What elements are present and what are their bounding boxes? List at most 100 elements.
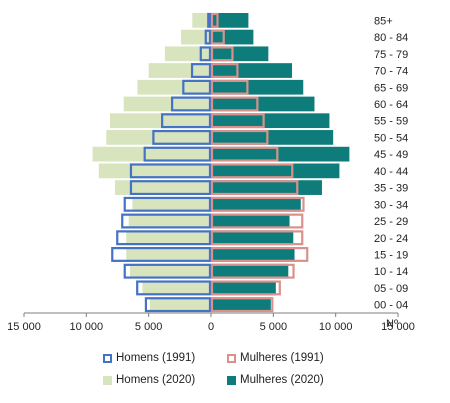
bar-homens-1991-40-44 [129,163,212,179]
bar-mulheres-2020-45-49 [211,146,350,162]
bar-homens-2020-15-19 [126,247,211,262]
x-tick-label: 15 000 [7,321,41,333]
bar-homens-2020-05-09 [142,280,211,296]
bar-mulheres-1991-70-74 [210,63,239,78]
bar-homens-1991-45-49 [143,146,212,162]
bar-mulheres-1991-15-19 [210,247,309,262]
bar-mulheres-1991-20-24 [210,230,304,246]
bar-mulheres-2020-55-59 [211,113,330,129]
y-tick-label: 15 - 19 [374,249,408,261]
bar-homens-2020-00-04 [149,297,211,312]
bar-mulheres-1991-50-54 [210,129,269,145]
bar-homens-2020-50-54 [106,130,211,145]
bar-homens-2020-75-79 [164,46,211,62]
bar-homens-1991-55-59 [161,113,212,129]
bar-mulheres-1991-00-04 [210,297,274,313]
bar-mulheres-2020-00-04 [211,297,271,312]
y-tick-label: 45 - 49 [374,149,408,161]
legend-label-homens-2020: Homens (2020) [116,374,196,386]
legend-item-mulheres-2020: Mulheres (2020) [227,374,324,386]
bar-mulheres-1991-35-39 [210,180,299,196]
bar-mulheres-2020-80-84 [211,29,254,45]
bar-mulheres-2020-70-74 [211,63,293,78]
bar-mulheres-2020-75-79 [211,46,269,62]
y-tick-label: 05 - 09 [374,283,408,295]
x-tick-labels: 15 000 10 000 5 000 0 5 000 10 000 15 000 [7,321,415,333]
bar-homens-1991-75-79 [199,46,212,62]
bar-homens-2020-40-44 [98,163,211,179]
y-tick-label: 80 - 84 [374,32,408,44]
bar-homens-1991-60-64 [171,96,212,112]
bar-homens-1991-20-24 [116,230,212,246]
bar-mulheres-2020-10-14 [211,263,289,279]
bar-homens-1991-85 [207,12,212,28]
legend-label-mulheres-1991: Mulheres (1991) [240,352,324,364]
bar-mulheres-2020-50-54 [211,130,334,145]
bar-mulheres-1991-05-09 [210,280,281,296]
axes-layer [23,312,399,317]
bar-homens-1991-05-09 [136,280,212,296]
y-tick-label: 65 - 69 [374,82,408,94]
bar-homens-2020-10-14 [129,263,211,279]
legend-item-homens-1991: Homens (1991) [103,352,195,364]
y-tick-label: 50 - 54 [374,132,408,144]
bar-mulheres-2020-20-24 [211,230,294,246]
bar-homens-1991-15-19 [111,247,212,262]
x-tick-label: 0 [208,321,214,333]
bar-mulheres-1991-55-59 [210,113,265,129]
legend-label-homens-1991: Homens (1991) [116,352,196,364]
bar-homens-2020-55-59 [110,113,211,129]
y-tick-label: 55 - 59 [374,116,408,128]
bar-mulheres-1991-25-29 [210,213,304,229]
bar-homens-1991-50-54 [152,129,212,145]
bar-mulheres-2020-35-39 [211,180,322,195]
y-tick-label: 60 - 64 [374,99,408,111]
bar-homens-1991-70-74 [190,63,212,78]
bar-homens-1991-35-39 [129,180,212,196]
bar-homens-1991-25-29 [121,213,212,229]
bar-mulheres-1991-65-69 [210,79,249,95]
y-tick-label: 40 - 44 [374,166,408,178]
bar-homens-2020-65-69 [137,79,211,95]
bar-mulheres-2020-30-34 [211,196,301,212]
bar-homens-2020-70-74 [148,63,211,78]
bar-mulheres-1991-45-49 [210,146,279,162]
bar-homens-2020-25-29 [128,213,211,229]
legend-swatch-mulheres-2020 [227,375,236,385]
y-tick-label: 25 - 29 [374,216,408,228]
x-tick-label: 5 000 [135,321,163,333]
bar-homens-2020-85 [192,13,211,28]
bar-mulheres-1991-75-79 [210,46,234,62]
bar-mulheres-2020-85 [211,13,249,28]
bar-mulheres-1991-30-34 [210,196,305,212]
bars-layer [92,12,350,313]
legend-swatch-mulheres-1991 [227,353,236,363]
bar-mulheres-2020-25-29 [211,213,290,229]
legend-swatch-homens-1991 [103,353,112,363]
legend-item-homens-2020: Homens (2020) [103,374,195,386]
y-tick-label: 10 - 14 [374,266,408,278]
bar-mulheres-1991-85 [210,12,219,28]
legend-swatch-homens-2020 [103,375,112,385]
y-tick-label: 35 - 39 [374,183,408,195]
legend-label-mulheres-2020: Mulheres (2020) [240,374,324,386]
bar-homens-1991-30-34 [123,196,212,212]
bar-mulheres-1991-60-64 [210,96,259,112]
x-tick-label: 5 000 [260,321,288,333]
bar-homens-2020-30-34 [132,196,211,212]
bar-mulheres-2020-65-69 [211,79,304,95]
bar-homens-2020-80-84 [181,29,211,45]
x-tick-label: 10 000 [70,321,104,333]
legend: Homens (1991) Mulheres (1991) Homens (20… [95,346,335,396]
bar-mulheres-2020-60-64 [211,96,315,112]
y-tick-label: 20 - 24 [374,233,408,245]
bar-mulheres-2020-05-09 [211,280,276,296]
bar-homens-1991-65-69 [182,79,212,95]
y-tick-label: 00 - 04 [374,300,408,312]
bar-homens-2020-20-24 [126,230,211,246]
bar-mulheres-1991-80-84 [210,29,225,45]
y-tick-label: 75 - 79 [374,49,408,61]
y-tick-labels: 00 - 04 05 - 09 10 - 14 15 - 19 20 - 24 25 - … [374,15,408,311]
